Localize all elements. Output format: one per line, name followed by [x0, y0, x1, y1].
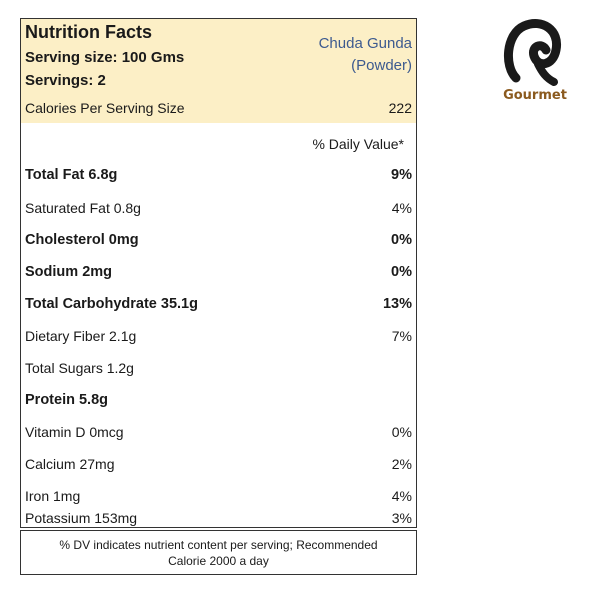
nutrient-name: Total Sugars 1.2g	[25, 360, 134, 376]
nutrient-name: Calcium 27mg	[25, 456, 115, 472]
nutrient-daily-value: 4%	[391, 200, 412, 216]
product-name: Chuda Gunda (Powder)	[282, 33, 412, 77]
calories-label: Calories Per Serving Size	[25, 100, 185, 116]
nutrient-daily-value: 0%	[391, 424, 412, 440]
serving-size: Serving size: 100 Gms	[25, 49, 185, 66]
nutrient-row: Total Fat 6.8g 9%	[21, 167, 416, 187]
footer-line2: Calorie 2000 a day	[168, 554, 269, 568]
nutrient-row: Potassium 153mg 3%	[21, 510, 416, 530]
nutrient-name: Iron 1mg	[25, 488, 81, 504]
nutrient-name: Sodium 2mg	[25, 264, 113, 280]
nutrient-name: Total Fat 6.8g	[25, 167, 118, 183]
servings-count: Servings: 2	[25, 72, 106, 89]
nutrient-daily-value: 3%	[391, 510, 412, 526]
nutrient-row: Vitamin D 0mcg 0%	[21, 424, 416, 444]
nutrient-daily-value: 13%	[382, 296, 412, 312]
nutrient-daily-value: 4%	[391, 488, 412, 504]
label-footer: % DV indicates nutrient content per serv…	[20, 530, 417, 575]
nutrient-daily-value: 2%	[391, 456, 412, 472]
brand-name: Gourmet	[503, 88, 567, 103]
product-name-line1: Chuda Gunda	[318, 35, 412, 52]
nutrient-name: Protein 5.8g	[25, 392, 108, 408]
nutrient-name: Vitamin D 0mcg	[25, 424, 124, 440]
nutrient-name: Cholesterol 0mg	[25, 232, 139, 248]
nutrient-row: Calcium 27mg 2%	[21, 456, 416, 476]
nutrient-daily-value: 9%	[391, 167, 412, 183]
nutrient-row: Sodium 2mg 0%	[21, 264, 416, 284]
nutrient-daily-value: 0%	[391, 264, 412, 280]
gourmet-logo-icon	[503, 19, 562, 86]
nutrient-row: Dietary Fiber 2.1g 7%	[21, 328, 416, 348]
nutrient-row: Total Carbohydrate 35.1g 13%	[21, 296, 416, 316]
nutrient-row: Protein 5.8g	[21, 392, 416, 412]
nutrient-daily-value: 7%	[391, 328, 412, 344]
nutrient-row: Saturated Fat 0.8g 4%	[21, 200, 416, 220]
nutrient-row: Total Sugars 1.2g	[21, 360, 416, 380]
nutrient-daily-value: 0%	[391, 232, 412, 248]
nutrition-facts-label: Nutrition Facts Serving size: 100 Gms Se…	[20, 18, 417, 528]
nutrient-name: Saturated Fat 0.8g	[25, 200, 141, 216]
footer-line1: % DV indicates nutrient content per serv…	[59, 538, 378, 552]
product-name-line2: (Powder)	[351, 57, 412, 74]
nutrient-row: Cholesterol 0mg 0%	[21, 232, 416, 252]
daily-value-header: % Daily Value*	[312, 136, 404, 152]
label-title: Nutrition Facts	[25, 22, 153, 42]
nutrient-name: Total Carbohydrate 35.1g	[25, 296, 198, 312]
label-header: Nutrition Facts Serving size: 100 Gms Se…	[21, 19, 416, 123]
nutrient-name: Potassium 153mg	[25, 510, 138, 526]
calories-value: 222	[388, 100, 412, 116]
nutrient-name: Dietary Fiber 2.1g	[25, 328, 137, 344]
nutrient-row: Iron 1mg 4%	[21, 488, 416, 508]
